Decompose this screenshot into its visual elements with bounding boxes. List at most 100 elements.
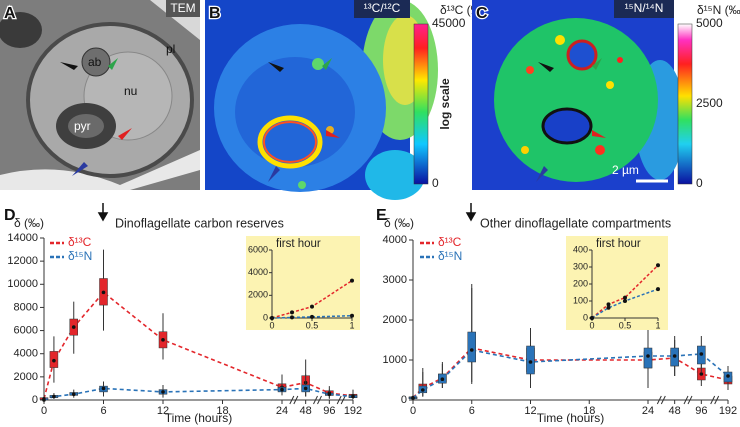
chart-title: Other dinoflagellate compartments — [480, 216, 671, 230]
median-point — [161, 338, 165, 342]
inset-point — [350, 278, 354, 283]
x-tick-label: 6 — [469, 405, 475, 417]
median-point — [327, 392, 332, 397]
inset-y-tick-label: 300 — [573, 261, 588, 271]
chart-title: Dinoflagellate carbon reserves — [115, 216, 284, 230]
panel-letter: D — [4, 207, 16, 224]
x-tick-label: 0 — [41, 405, 47, 417]
axis-break — [656, 395, 662, 405]
inset-title: first hour — [276, 238, 321, 250]
inset-line — [271, 314, 353, 319]
organelle-label: nu — [124, 84, 137, 98]
inset-point — [290, 315, 294, 320]
y-tick-label: 8000 — [14, 301, 38, 313]
median-point — [726, 374, 730, 378]
median-point — [440, 377, 445, 382]
inset-y-tick-label: 100 — [573, 295, 588, 305]
inset-point — [310, 304, 314, 309]
inset-background — [566, 236, 668, 330]
x-axis-label: Time (hours) — [165, 411, 233, 425]
organelle-label: ab — [88, 55, 102, 69]
inset-point — [310, 314, 314, 319]
x-tick-label: 48 — [669, 405, 681, 417]
panel-letter: A — [4, 5, 16, 22]
inset-y-tick-label: 200 — [573, 278, 588, 288]
nanosims-carbon: B ¹³C/¹²C δ¹³C (‰) log scale — [205, 0, 487, 200]
x-tick-label: 6 — [100, 405, 106, 417]
y-tick-label: 4000 — [14, 348, 38, 360]
inset-point — [623, 295, 627, 300]
y-tick-label: 2000 — [14, 371, 38, 383]
inset-point — [290, 310, 294, 315]
y-axis-label: δ (‰) — [384, 216, 414, 230]
axis-break — [683, 395, 689, 405]
trend-line — [412, 347, 729, 399]
panel-letter: B — [209, 5, 221, 22]
scale-title: δ¹⁵N (‰) — [697, 3, 740, 17]
x-tick-label: 12 — [157, 405, 169, 417]
trend-line — [412, 349, 729, 399]
x-tick-label: 0 — [410, 405, 416, 417]
panel-letter: C — [476, 5, 488, 22]
trend-line — [43, 291, 354, 400]
nanosims-nitrogen: C ¹⁵N/¹⁴N 2 µm δ¹⁵N (‰) — [472, 0, 740, 190]
y-tick-label: 10000 — [7, 278, 38, 290]
inset-x-tick-label: 0 — [269, 320, 274, 330]
panel-tag: ¹³C/¹²C — [364, 1, 401, 15]
axis-break — [293, 395, 299, 405]
x-tick-label: 12 — [524, 405, 536, 417]
inset-y-tick-label: 4000 — [248, 267, 268, 277]
inset-point — [350, 313, 354, 318]
inset-point — [270, 316, 274, 320]
tem-image: A TEM ab pl nu pyr — [0, 0, 200, 190]
axis-break — [687, 395, 693, 405]
median-point — [42, 398, 46, 402]
inset-y-tick-label: 400 — [573, 244, 588, 254]
scale-tick-label: 45000 — [432, 16, 466, 30]
y-tick-label: 14000 — [7, 232, 38, 244]
y-tick-label: 6000 — [14, 324, 38, 336]
inset-point — [656, 287, 660, 292]
x-tick-label: 18 — [583, 405, 595, 417]
median-point — [699, 372, 704, 376]
y-tick-label: 0 — [32, 394, 38, 406]
inset-point — [656, 263, 660, 268]
inset-line — [591, 264, 659, 319]
inset-point — [606, 302, 611, 307]
y-tick-label: 3000 — [383, 274, 407, 286]
legend-label: δ¹³C — [438, 235, 462, 249]
median-point — [52, 358, 56, 363]
axis-break — [289, 395, 295, 405]
organelle-label: pl — [166, 42, 175, 56]
inset-point — [606, 305, 611, 310]
median-point — [469, 348, 474, 352]
inset-background — [246, 236, 360, 330]
scale-tick-label: 0 — [696, 176, 703, 190]
box — [526, 345, 535, 375]
median-point — [101, 386, 106, 391]
inset-point — [623, 299, 627, 303]
median-point — [351, 394, 355, 399]
inset-y-tick-label: 0 — [263, 312, 268, 322]
y-tick-label: 1000 — [383, 354, 407, 366]
axis-break — [714, 395, 720, 405]
inset-y-tick-label: 0 — [583, 312, 588, 322]
inset-point — [590, 316, 594, 320]
median-point — [646, 354, 650, 358]
x-tick-label: 96 — [323, 405, 335, 417]
median-point — [303, 386, 308, 391]
inset-x-tick-label: 0.5 — [306, 320, 319, 330]
y-axis-label: δ (‰) — [14, 216, 44, 230]
legend-label: δ¹³C — [68, 235, 92, 249]
panel-letter: E — [376, 207, 387, 224]
box — [467, 331, 476, 363]
x-tick-label: 192 — [344, 405, 362, 417]
x-tick-label: 24 — [642, 405, 654, 417]
y-tick-label: 4000 — [383, 234, 407, 246]
median-point — [672, 354, 677, 358]
median-point — [161, 390, 165, 394]
median-point — [71, 325, 76, 329]
scale-tick-label: 0 — [432, 176, 439, 190]
panel-tag: TEM — [170, 1, 195, 15]
